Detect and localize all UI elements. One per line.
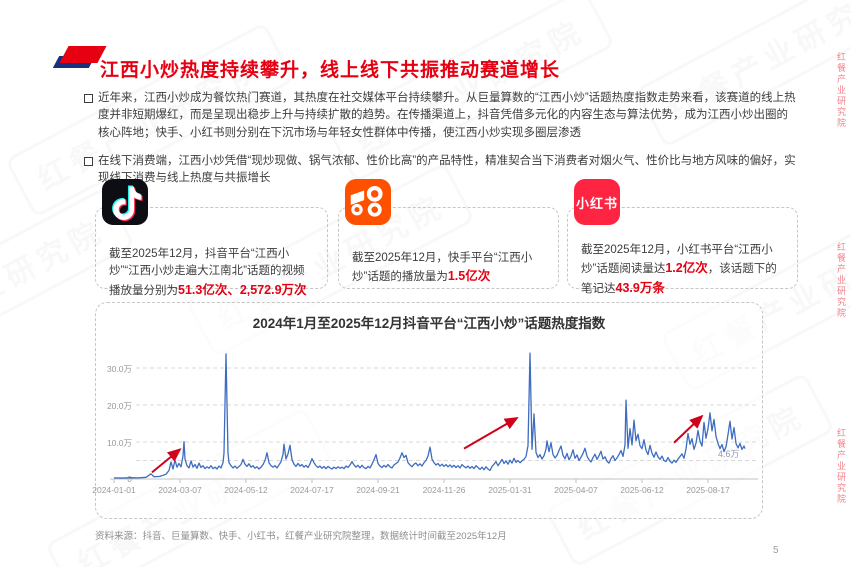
x-tick-label: 2025-06-12: [620, 485, 664, 495]
svg-text:4.6万: 4.6万: [718, 449, 740, 459]
chart-plot-svg: 4.6万: [110, 352, 758, 483]
chart-panel: 2024年1月至2025年12月抖音平台“江西小炒”话题热度指数 30.0万 20…: [92, 302, 764, 519]
x-tick-label: 2024-07-17: [290, 485, 334, 495]
summary-bullets: 近年来，江西小炒成为餐饮热门赛道，其热度在社交媒体平台持续攀升。从巨量算数的“江…: [84, 90, 798, 198]
edge-watermark: 红餐产业研究院: [836, 242, 846, 319]
stat-text: ，该话题下的笔记达: [581, 263, 777, 296]
kuaishou-stat-text: 截至2025年12月，快手平台“江西小炒”话题的播放量为1.5亿次: [339, 220, 558, 288]
bullet-text: 在线下消费端，江西小炒凭借“现炒现做、锅气浓郁、性价比高”的产品特性，精准契合当…: [98, 154, 796, 184]
stat-highlight: 51.3亿次、2,572.9万次: [178, 283, 307, 298]
stat-text: 截至2025年12月，小红书平台“江西小炒”话题阅读量达: [581, 243, 773, 276]
douyin-icon: [102, 179, 148, 225]
stat-card-kuaishou: 截至2025年12月，快手平台“江西小炒”话题的播放量为1.5亿次: [338, 179, 559, 289]
edge-watermark: 红餐产业研究院: [836, 428, 846, 505]
xiaohongshu-icon: 小红书: [574, 179, 620, 225]
x-tick-label: 2024-01-01: [92, 485, 136, 495]
douyin-stat-text: 截至2025年12月，抖音平台“江西小炒”“江西小炒走遍大江南北”话题的视频播放…: [96, 220, 327, 301]
bullet-square-icon: [84, 94, 93, 103]
y-tick-label: 30.0万: [106, 364, 132, 374]
xiaohongshu-icon-label: 小红书: [575, 195, 618, 211]
kuaishou-icon: [345, 179, 391, 225]
stat-highlight: 43.9万条: [615, 281, 665, 296]
bullet-square-icon: [84, 156, 93, 166]
x-tick-label: 2024-09-21: [356, 485, 400, 495]
stat-highlight: 1.2亿次: [665, 261, 708, 276]
page-title: 江西小炒热度持续攀升，线上线下共振推动赛道增长: [100, 59, 561, 81]
y-tick-label: 20.0万: [106, 401, 132, 411]
x-axis-labels: 2024-01-01 2024-03-07 2024-05-12 2024-07-17…: [92, 485, 758, 499]
stat-text: 截至2025年12月，抖音平台“江西小炒”“江西小炒走遍大江南北”话题的视频播放…: [109, 247, 305, 298]
source-note: 资料来源：抖音、巨量算数、快手、小红书，红餐产业研究院整理，数据统计时间截至20…: [95, 531, 507, 542]
stat-text: 截至2025年12月，快手平台“江西小炒”话题的播放量为: [352, 251, 533, 284]
x-tick-label: 2025-01-31: [488, 485, 532, 495]
bullet-item-1: 近年来，江西小炒成为餐饮热门赛道，其热度在社交媒体平台持续攀升。从巨量算数的“江…: [84, 90, 798, 142]
edge-watermark: 红餐产业研究院: [836, 52, 846, 129]
chart-plot-area: 30.0万 20.0万 10.0万 0 4.6万 2024-01-01 2024-03-…: [92, 333, 764, 513]
bullet-item-2: 在线下消费端，江西小炒凭借“现炒现做、锅气浓郁、性价比高”的产品特性，精准契合当…: [84, 153, 798, 188]
xiaohongshu-stat-text: 截至2025年12月，小红书平台“江西小炒”话题阅读量达1.2亿次，该话题下的笔…: [568, 220, 797, 299]
x-tick-label: 2024-03-07: [158, 485, 202, 495]
x-tick-label: 2025-04-07: [554, 485, 598, 495]
page-number: 5: [773, 545, 779, 556]
bullet-text: 近年来，江西小炒成为餐饮热门赛道，其热度在社交媒体平台持续攀升。从巨量算数的“江…: [98, 92, 796, 139]
stat-card-xiaohongshu: 小红书 截至2025年12月，小红书平台“江西小炒”话题阅读量达1.2亿次，该话…: [567, 179, 798, 295]
stat-highlight: 1.5亿次: [447, 269, 491, 284]
chart-title: 2024年1月至2025年12月抖音平台“江西小炒”话题热度指数: [252, 316, 606, 331]
x-tick-label: 2024-11-26: [422, 485, 466, 495]
x-tick-label: 2024-05-12: [224, 485, 268, 495]
x-tick-label: 2025-08-17: [686, 485, 730, 495]
stat-card-douyin: 截至2025年12月，抖音平台“江西小炒”“江西小炒走遍大江南北”话题的视频播放…: [95, 179, 328, 297]
y-tick-label: 10.0万: [106, 438, 132, 448]
